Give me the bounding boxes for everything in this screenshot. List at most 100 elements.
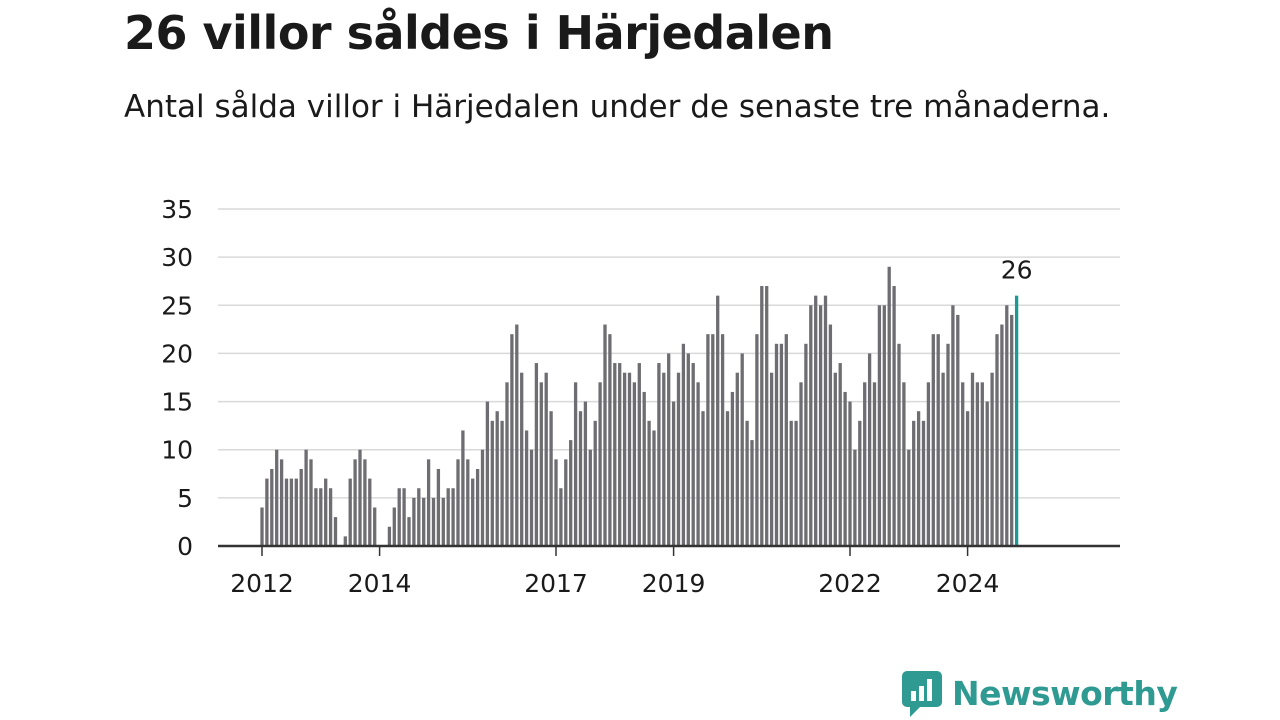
bar	[676, 372, 681, 546]
bar	[353, 459, 357, 546]
x-axis: 2012 2014 2017 2019 2022 2024	[218, 544, 1120, 598]
bar	[902, 382, 906, 546]
bar	[603, 324, 607, 546]
bar	[701, 411, 705, 546]
bar	[324, 478, 328, 546]
bar	[814, 295, 818, 546]
bar	[343, 536, 347, 546]
newsworthy-chart-bubble-icon	[902, 671, 942, 717]
bar	[951, 305, 955, 546]
bar	[618, 363, 622, 546]
bar	[495, 411, 499, 546]
bar	[402, 488, 406, 546]
bar	[265, 478, 269, 546]
bar	[333, 517, 338, 546]
bar	[490, 420, 494, 546]
y-tick-label-0: 0	[177, 532, 193, 561]
bar	[529, 449, 534, 546]
bar	[946, 343, 950, 546]
bar	[725, 411, 730, 546]
bar	[407, 517, 411, 546]
bar	[284, 478, 289, 546]
bar	[270, 468, 274, 546]
bar	[990, 372, 994, 546]
bar	[985, 401, 989, 546]
bar	[838, 363, 842, 546]
bar	[1005, 305, 1009, 546]
bar	[858, 420, 862, 546]
bar	[446, 488, 450, 546]
bar	[696, 382, 700, 546]
bar	[441, 497, 445, 546]
bar	[637, 363, 641, 546]
bar	[652, 430, 656, 546]
bar	[926, 382, 931, 546]
bar	[941, 372, 945, 546]
bar	[431, 497, 436, 546]
bar	[912, 420, 916, 546]
y-tick-label-25: 25	[161, 291, 193, 320]
bar	[706, 334, 710, 546]
bar	[995, 334, 999, 546]
bar	[593, 420, 597, 546]
bar	[358, 449, 362, 546]
bar	[961, 382, 965, 546]
bar	[578, 411, 583, 546]
bar	[794, 420, 798, 546]
bar	[642, 391, 646, 546]
bar	[956, 314, 960, 546]
bar	[921, 420, 926, 546]
bar	[1000, 324, 1004, 546]
annotations: 26	[1001, 256, 1033, 285]
bars	[260, 266, 1019, 546]
y-tick-label-20: 20	[161, 339, 193, 368]
bar	[275, 449, 279, 546]
bar	[368, 478, 372, 546]
bar	[897, 343, 901, 546]
chart-subtitle: Antal sålda villor i Härjedalen under de…	[124, 89, 1111, 125]
bar	[559, 488, 563, 546]
bar	[872, 382, 877, 546]
bar	[755, 334, 759, 546]
bar	[1010, 314, 1014, 546]
bar	[716, 295, 720, 546]
bar	[632, 382, 637, 546]
bar	[426, 459, 431, 546]
bar	[931, 334, 935, 546]
bar	[833, 372, 837, 546]
bar	[671, 401, 676, 546]
bar	[818, 305, 823, 546]
bar	[363, 459, 367, 546]
bar	[681, 343, 686, 546]
x-tick-label-2014: 2014	[348, 569, 412, 598]
bar	[750, 440, 754, 546]
bar	[260, 507, 264, 546]
bar	[417, 488, 421, 546]
bar	[907, 449, 911, 546]
bar	[544, 372, 548, 546]
bar	[500, 420, 504, 546]
bar	[691, 363, 695, 546]
bar	[975, 382, 980, 546]
bar	[461, 430, 465, 546]
bar	[392, 507, 396, 546]
bar	[823, 295, 828, 546]
bar	[309, 459, 313, 546]
bar	[892, 286, 896, 546]
bar	[760, 286, 764, 546]
bar	[720, 334, 725, 546]
x-tick-label-2019: 2019	[642, 569, 706, 598]
bar	[539, 382, 543, 546]
bar	[784, 334, 788, 546]
bar	[569, 440, 573, 546]
bar	[294, 478, 298, 546]
bar	[299, 468, 303, 546]
bar	[524, 430, 529, 546]
bar	[799, 382, 803, 546]
bar	[711, 334, 715, 546]
bar	[848, 401, 852, 546]
bar	[608, 334, 612, 546]
bar	[554, 459, 558, 546]
bar	[809, 305, 813, 546]
x-tick-label-2017: 2017	[524, 569, 588, 598]
